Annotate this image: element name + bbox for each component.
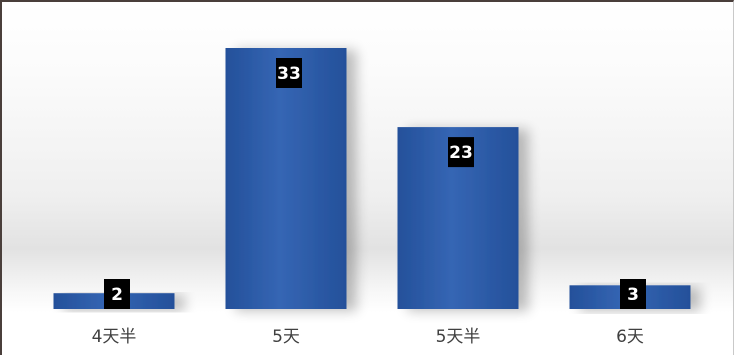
data-label-box-1: [276, 58, 302, 88]
category-label-1: 5天: [272, 327, 300, 347]
category-label-3: 6天: [616, 327, 644, 347]
data-label-2: 23: [449, 143, 473, 163]
category-label-0: 4天半: [92, 327, 137, 347]
category-label-2: 5天半: [436, 327, 481, 347]
data-label-1: 33: [277, 64, 301, 84]
data-label-box-2: [448, 137, 474, 168]
data-label-box-3: [620, 279, 646, 309]
data-label-3: 3: [627, 285, 639, 305]
data-label-box-0: [104, 279, 130, 309]
data-label-0: 2: [111, 285, 123, 305]
bar-1: [225, 48, 347, 309]
